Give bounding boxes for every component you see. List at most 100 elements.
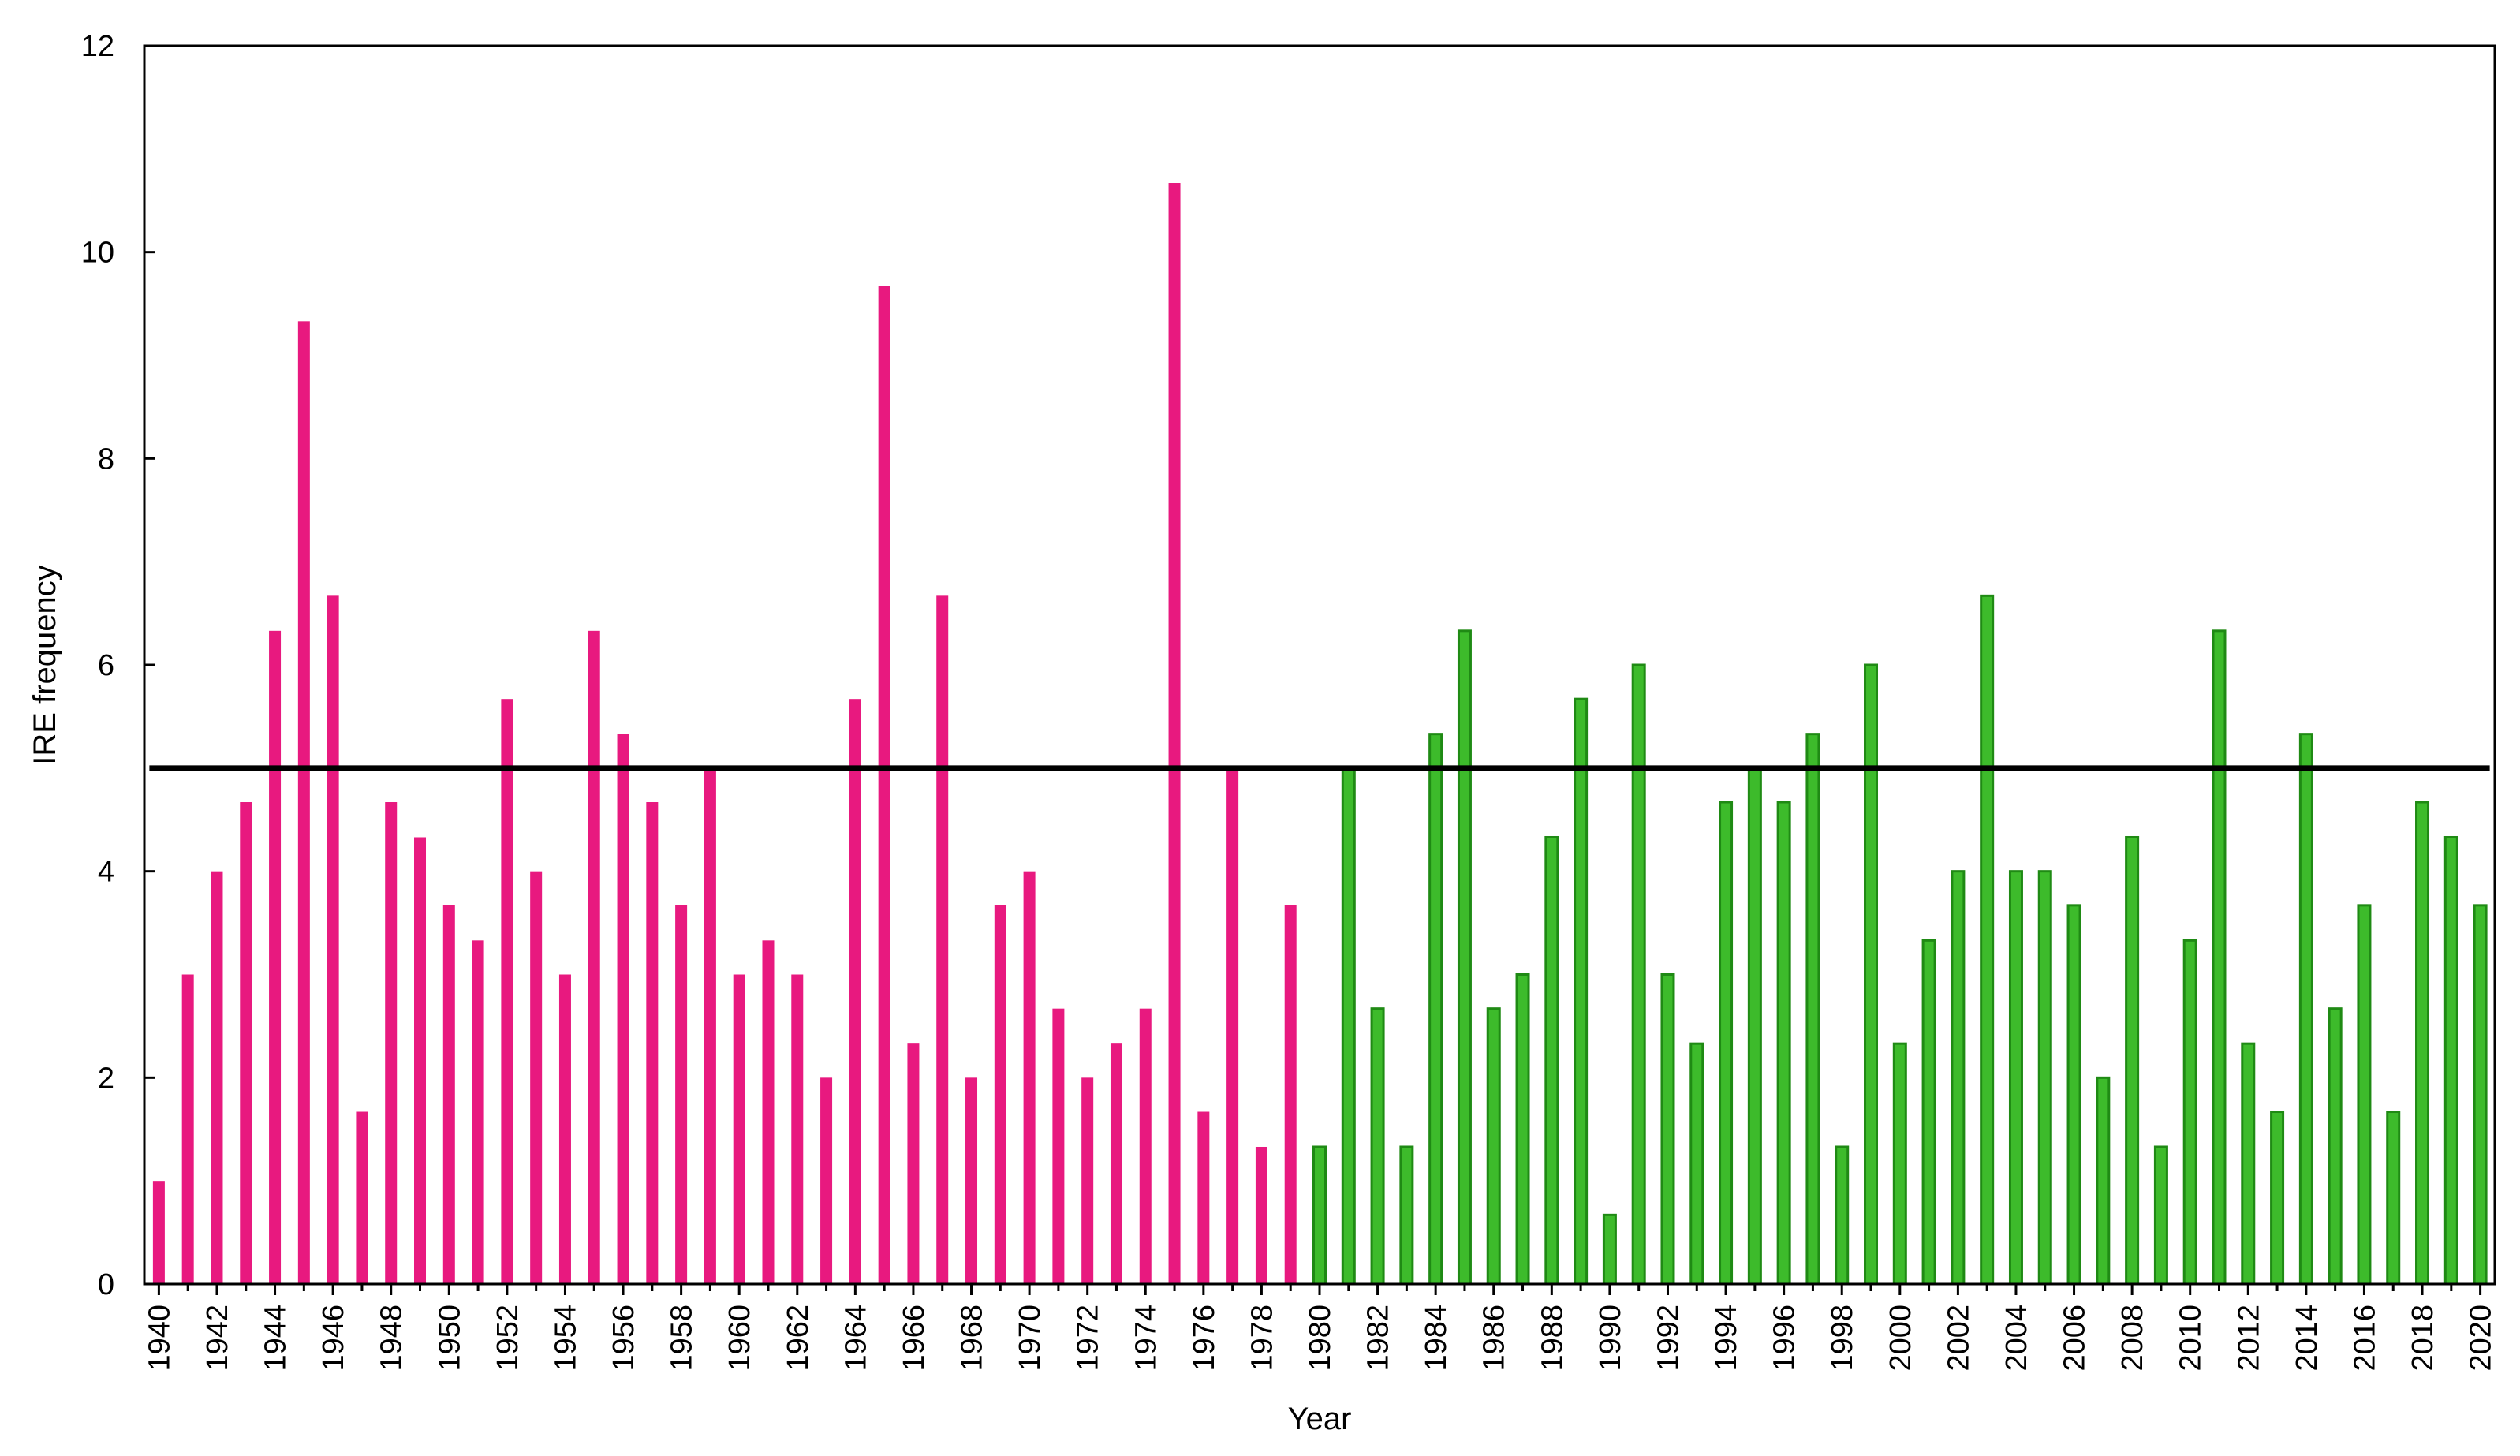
x-tick-label: 1982 [1362, 1305, 1395, 1372]
bar-1964 [849, 699, 861, 1284]
bar-1996 [1776, 801, 1791, 1286]
x-tick-label: 1998 [1826, 1305, 1859, 1372]
bar-2013 [2270, 1111, 2285, 1286]
bar-2002 [1951, 870, 1966, 1286]
bar-1943 [240, 802, 252, 1284]
x-tick-label: 1988 [1536, 1305, 1569, 1372]
bar-1961 [762, 940, 775, 1284]
bar-1940 [152, 1181, 165, 1284]
bar-2009 [2153, 1145, 2168, 1286]
bar-1955 [588, 630, 600, 1284]
x-tick-label: 2002 [1942, 1305, 1975, 1372]
bar-1983 [1399, 1145, 1414, 1286]
bar-1945 [297, 321, 310, 1285]
bar-1980 [1312, 1145, 1327, 1286]
x-tick-label: 1954 [549, 1305, 582, 1372]
bar-1956 [617, 734, 629, 1284]
bar-1994 [1719, 801, 1734, 1286]
bar-1953 [530, 871, 543, 1284]
bar-1970 [1023, 871, 1036, 1284]
bar-1993 [1689, 1042, 1704, 1286]
bar-2014 [2298, 733, 2313, 1286]
x-tick-label: 1942 [201, 1305, 234, 1372]
bar-1965 [878, 286, 890, 1284]
bar-1957 [646, 802, 659, 1284]
bar-1992 [1660, 973, 1675, 1286]
bar-1950 [442, 905, 455, 1284]
y-tick-label: 0 [98, 1268, 114, 1301]
x-tick-label: 2012 [2232, 1305, 2265, 1372]
bar-2008 [2125, 835, 2140, 1286]
x-tick-label: 1964 [839, 1305, 872, 1372]
bar-1952 [501, 699, 513, 1284]
x-tick-label: 2010 [2175, 1305, 2208, 1372]
bar-1999 [1864, 663, 1879, 1286]
bars-layer [152, 183, 2488, 1286]
x-tick-label: 1994 [1710, 1305, 1743, 1372]
bar-1971 [1052, 1008, 1065, 1284]
bar-1981 [1341, 767, 1356, 1286]
x-tick-label: 1984 [1420, 1305, 1453, 1372]
x-tick-label: 1966 [898, 1305, 931, 1372]
x-tick-label: 1948 [375, 1305, 409, 1372]
x-tick-label: 1958 [666, 1305, 699, 1372]
y-tick-label: 6 [98, 649, 114, 682]
bar-2006 [2066, 904, 2081, 1286]
x-tick-label: 1956 [607, 1305, 640, 1372]
bar-1947 [356, 1111, 368, 1284]
bar-1948 [385, 802, 398, 1284]
bar-2005 [2037, 870, 2052, 1286]
y-tick-label: 2 [98, 1062, 114, 1095]
bar-2012 [2241, 1042, 2256, 1286]
x-tick-label: 1972 [1072, 1305, 1105, 1372]
bar-1975 [1168, 183, 1181, 1285]
x-tick-label: 2018 [2406, 1305, 2440, 1372]
bar-1959 [704, 767, 716, 1284]
bar-2000 [1892, 1042, 1907, 1286]
x-tick-label: 2014 [2290, 1305, 2324, 1372]
y-axis-title: IRE frequency [28, 565, 62, 764]
bar-1988 [1544, 835, 1559, 1286]
bar-1976 [1197, 1111, 1210, 1284]
bar-2001 [1921, 939, 1936, 1286]
bar-2007 [2096, 1076, 2111, 1286]
x-tick-label: 1970 [1014, 1305, 1047, 1372]
bar-1958 [675, 905, 688, 1284]
x-tick-label: 2006 [2059, 1305, 2092, 1372]
bar-1989 [1574, 697, 1589, 1286]
x-tick-label: 1974 [1129, 1305, 1163, 1372]
bar-1991 [1631, 663, 1646, 1286]
x-tick-label: 1978 [1245, 1305, 1279, 1372]
x-tick-label: 1986 [1478, 1305, 1511, 1372]
x-tick-label: 1992 [1652, 1305, 1685, 1372]
x-tick-label: 1960 [723, 1305, 756, 1372]
bar-1995 [1747, 767, 1762, 1286]
x-tick-label: 2008 [2116, 1305, 2149, 1372]
bar-1977 [1226, 767, 1239, 1284]
x-tick-label: 2000 [1884, 1305, 1917, 1372]
bar-1973 [1110, 1043, 1122, 1284]
x-axis-title: Year [1288, 1402, 1352, 1436]
bar-1954 [558, 974, 571, 1284]
y-tick-label: 12 [81, 30, 114, 63]
bar-1990 [1602, 1213, 1617, 1286]
bar-2017 [2386, 1111, 2401, 1286]
x-tick-label: 1950 [433, 1305, 466, 1372]
bar-1972 [1081, 1077, 1094, 1284]
x-tick-label: 2016 [2348, 1305, 2381, 1372]
x-tick-label: 1944 [259, 1305, 293, 1372]
bar-1986 [1486, 1007, 1501, 1286]
bar-1942 [211, 871, 223, 1284]
bar-2004 [2008, 870, 2023, 1286]
bar-1968 [965, 1077, 978, 1284]
x-tick-label: 1952 [491, 1305, 525, 1372]
x-tick-label: 1946 [317, 1305, 350, 1372]
bar-1944 [269, 630, 282, 1284]
y-tick-label: 8 [98, 442, 114, 476]
bar-1967 [936, 595, 949, 1284]
bar-1979 [1284, 905, 1297, 1284]
bar-2016 [2357, 904, 2372, 1286]
bar-1951 [472, 940, 484, 1284]
x-tick-label: 1996 [1768, 1305, 1801, 1372]
bar-2020 [2473, 904, 2488, 1286]
